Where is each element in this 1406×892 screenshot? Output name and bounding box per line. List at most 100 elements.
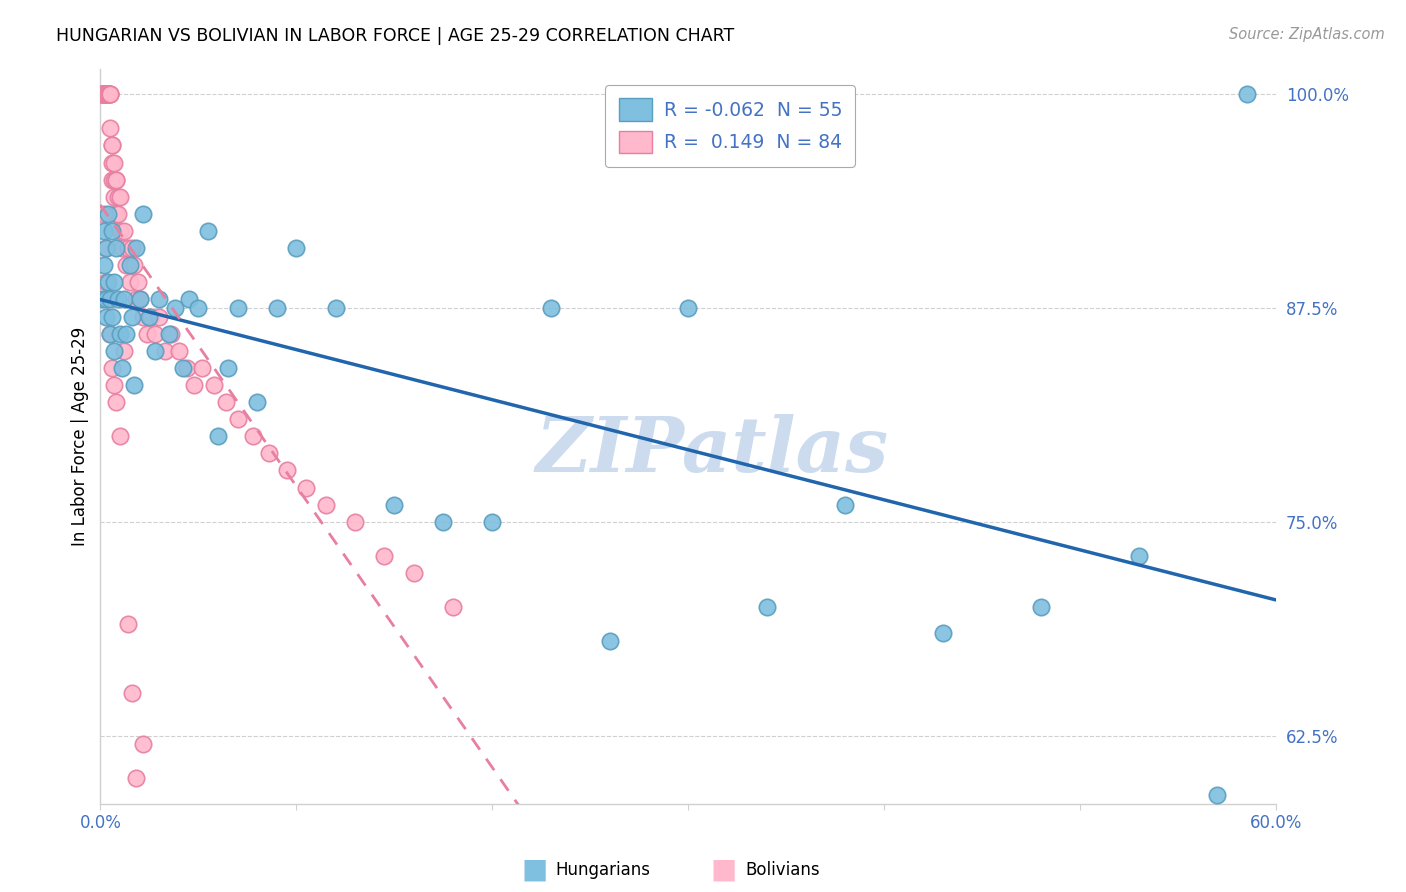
Point: [96, 275, 118, 289]
Point: [103, 190, 125, 204]
Point: [96, 310, 118, 324]
Point: [103, 275, 125, 289]
Point: [295, 481, 318, 495]
Point: [101, 224, 124, 238]
Point: [207, 429, 229, 443]
Point: [96, 87, 118, 102]
Point: [148, 293, 170, 307]
Point: [96, 293, 118, 307]
Point: [101, 138, 124, 153]
Point: [242, 429, 264, 443]
Point: [755, 600, 778, 615]
Point: [91, 87, 114, 102]
Point: [132, 207, 155, 221]
Point: [108, 224, 131, 238]
Point: [122, 378, 145, 392]
Point: [97, 293, 120, 307]
Point: [143, 326, 166, 341]
Point: [112, 343, 135, 358]
Point: [122, 258, 145, 272]
Point: [167, 343, 190, 358]
Point: [96, 241, 118, 255]
Point: [117, 241, 139, 255]
Point: [107, 293, 129, 307]
Point: [108, 326, 131, 341]
Point: [124, 293, 146, 307]
Point: [101, 360, 124, 375]
Point: [98, 326, 121, 341]
Point: [98, 121, 121, 136]
Point: [107, 207, 129, 221]
Point: [114, 326, 136, 341]
Point: [183, 378, 205, 392]
Point: [91, 87, 114, 102]
Point: [121, 241, 143, 255]
Point: [932, 626, 955, 640]
Point: [441, 600, 464, 615]
Point: [93, 207, 115, 221]
Point: [118, 275, 141, 289]
Text: ZIPatlas: ZIPatlas: [536, 414, 889, 488]
Point: [128, 293, 150, 307]
Point: [103, 378, 125, 392]
Point: [121, 686, 143, 700]
Point: [118, 258, 141, 272]
Point: [105, 395, 128, 409]
Point: [91, 87, 114, 102]
Point: [97, 87, 120, 102]
Point: [97, 87, 120, 102]
Point: [101, 172, 124, 186]
Point: [103, 155, 125, 169]
Point: [148, 310, 170, 324]
Point: [112, 293, 135, 307]
Point: [143, 343, 166, 358]
Point: [108, 190, 131, 204]
Point: [114, 258, 136, 272]
Point: [257, 446, 280, 460]
Point: [246, 395, 269, 409]
Point: [382, 498, 405, 512]
Point: [124, 241, 146, 255]
Point: [138, 310, 160, 324]
Point: [177, 293, 200, 307]
Point: [111, 241, 134, 255]
Point: [176, 360, 198, 375]
Text: ■: ■: [711, 855, 737, 884]
Point: [157, 326, 180, 341]
Point: [187, 301, 209, 315]
Point: [97, 207, 120, 221]
Point: [103, 343, 125, 358]
Point: [97, 275, 120, 289]
Text: ■: ■: [522, 855, 547, 884]
Point: [136, 326, 159, 341]
Point: [163, 301, 186, 315]
Point: [96, 87, 118, 102]
Text: Source: ZipAtlas.com: Source: ZipAtlas.com: [1229, 27, 1385, 42]
Point: [402, 566, 425, 580]
Point: [132, 737, 155, 751]
Point: [124, 772, 146, 786]
Point: [276, 463, 298, 477]
Point: [105, 172, 128, 186]
Point: [197, 224, 219, 238]
Point: [101, 138, 124, 153]
Point: [344, 515, 367, 529]
Point: [101, 310, 124, 324]
Point: [172, 360, 194, 375]
Point: [93, 224, 115, 238]
Text: Bolivians: Bolivians: [745, 861, 820, 879]
Point: [1029, 600, 1052, 615]
Point: [103, 172, 125, 186]
Point: [105, 241, 128, 255]
Point: [191, 360, 214, 375]
Point: [98, 293, 121, 307]
Point: [105, 172, 128, 186]
Point: [98, 87, 121, 102]
Point: [93, 87, 115, 102]
Point: [101, 155, 124, 169]
Point: [98, 326, 121, 341]
Point: [96, 241, 118, 255]
Point: [121, 310, 143, 324]
Point: [127, 275, 149, 289]
Point: [226, 412, 249, 426]
